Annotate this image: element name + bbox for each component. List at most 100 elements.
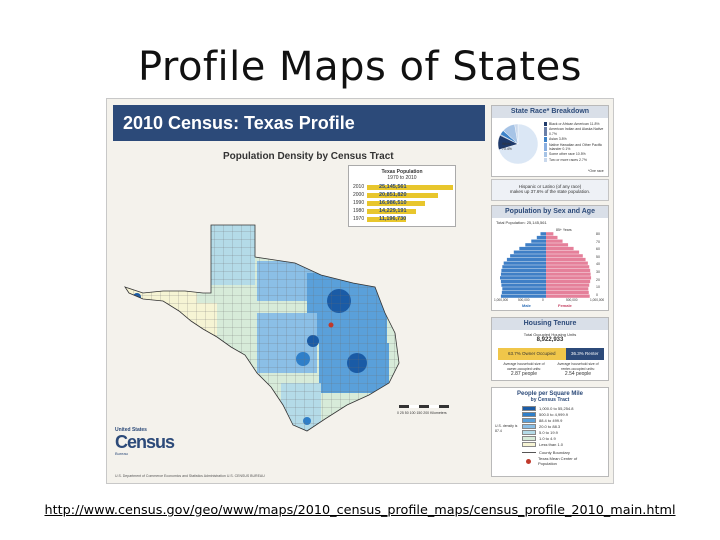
race-pie-chart [497, 123, 539, 165]
race-breakdown-panel: State Race* Breakdown White 70.4% Black … [491, 105, 609, 177]
mean-center-label: Texas Mean Center of Population [538, 456, 578, 466]
hispanic-note: Hispanic or Latino (of any race) makes u… [491, 179, 609, 201]
female-bar [546, 290, 589, 295]
legend-classes: 1,000.0 to 55,254.8 500.0 to 4,999.9 88.4 … [492, 405, 608, 447]
male-bar [513, 250, 546, 254]
female-bar [546, 235, 558, 240]
housing-title: Housing Tenure [492, 318, 608, 330]
male-bar [501, 290, 546, 295]
female-bar [546, 272, 591, 276]
race-legend-item: Asian 3.8% [544, 137, 608, 142]
trend-rows: 2010 25,145,561 2000 20,851,820 1990 16,986,5… [349, 183, 455, 223]
legend-class-label: 1.0 to 4.9 [539, 435, 556, 441]
pyramid-axis: 1,000,000 500,000 0 500,000 1,000,000 [494, 298, 604, 303]
pyramid-axis-tick: 1,000,000 [494, 298, 509, 302]
race-legend-item: Native Hawaiian and Other Pacific Island… [544, 142, 608, 152]
legend-class-label: Less than 1.0 [539, 441, 564, 447]
age-tick: 70 [596, 239, 600, 244]
race-note: *One race [588, 169, 604, 173]
legend-class-label: 20.0 to 88.3 [539, 423, 561, 429]
female-bar [546, 265, 590, 269]
trend-year: 1980 [353, 208, 365, 214]
map-title: Population Density by Census Tract [223, 151, 394, 162]
county-boundary-key: County Boundary [522, 449, 608, 455]
male-bar [502, 287, 546, 291]
county-boundary-label: County Boundary [539, 449, 570, 455]
renter-occupied-bar: 36.3% Renter Occupied [565, 348, 604, 368]
source-url-link[interactable]: http://www.census.gov/geo/www/maps/2010_… [44, 503, 676, 518]
male-bar [500, 279, 546, 284]
logo-census: Census [115, 432, 175, 452]
male-bar [540, 232, 546, 236]
trend-subtitle: 1970 to 2010 [387, 175, 417, 181]
race-panel-title: State Race* Breakdown [492, 106, 608, 118]
race-legend-item: Black or African American 11.8% [544, 122, 608, 127]
trend-bar: 11,196,730 [367, 216, 406, 222]
pie-white-label: White 70.4% [502, 142, 512, 151]
age-tick: 30 [596, 270, 600, 274]
trend-row: 1980 14,229,191 [349, 207, 455, 215]
pyramid-axis-tick: 1,000,000 [590, 298, 605, 302]
female-label: Female [558, 303, 572, 308]
census-bureau-logo: United States Census Bureau [115, 427, 175, 471]
legend-class-label: 1,000.0 to 55,254.8 [539, 405, 574, 411]
legend-swatch [522, 411, 536, 417]
female-bar [546, 279, 591, 284]
legend-swatch [522, 441, 536, 447]
housing-tenure-panel: Housing Tenure Total Occupied Housing Un… [491, 317, 609, 381]
renter-size-label: Average household size of renter-occupie… [557, 362, 599, 371]
sex-age-total: Total Population: 25,145,561 [496, 220, 547, 225]
legend-swatch [522, 429, 536, 435]
race-legend-item: Two or more races 2.7% [544, 157, 608, 163]
trend-row: 2010 25,145,561 [349, 183, 455, 191]
mean-center-icon [526, 458, 531, 464]
trend-row: 2000 20,851,820 [349, 191, 455, 199]
trend-value: 16,986,510 [379, 199, 407, 206]
hispanic-line-2: makes up 37.6% of the state population. [509, 189, 591, 194]
logo-bureau: Bureau [115, 451, 128, 456]
poster-footer: U.S. Department of Commerce Economics an… [115, 474, 265, 478]
logo-united-states: United States [115, 427, 147, 433]
population-pyramid [500, 232, 592, 298]
pyramid-axis-tick: 0 [542, 298, 544, 302]
male-bar [502, 265, 546, 269]
trend-value: 25,145,561 [379, 183, 407, 190]
legend-class: 1.0 to 4.9 [522, 435, 608, 441]
legend-subtitle: by Census Tract [530, 397, 570, 403]
female-bar [546, 287, 589, 291]
scale-label: 0 25 50 100 150 200 Kilometers [397, 411, 447, 415]
texas-profile-poster: 2010 Census: Texas Profile Population De… [106, 98, 614, 484]
age-ticks: 80 70 60 50 40 30 20 10 0 [596, 232, 608, 298]
female-bar [546, 232, 554, 236]
male-label: Male [522, 303, 531, 308]
trend-row: 1970 11,196,730 [349, 215, 455, 223]
pyramid-axis-tick: 500,000 [566, 298, 578, 302]
slide-title: Profile Maps of States [137, 44, 583, 90]
male-bar [500, 294, 546, 298]
age-tick: 10 [596, 285, 600, 290]
male-bar [506, 257, 546, 262]
legend-class: 1,000.0 to 55,254.8 [522, 405, 608, 411]
trend-year: 2000 [353, 192, 365, 198]
density-legend-panel: People per Square Mile by Census Tract U… [491, 387, 609, 477]
trend-value: 20,851,820 [379, 191, 407, 198]
race-legend: Black or African American 11.8% American … [544, 122, 608, 163]
legend-class: Less than 1.0 [522, 441, 608, 447]
female-bar [546, 294, 590, 298]
legend-title: People per Square Mile [516, 391, 584, 397]
pyramid-axis-tick: 500,000 [518, 298, 530, 302]
county-line-swatch [522, 451, 536, 453]
sex-age-panel: Population by Sex and Age Total Populati… [491, 205, 609, 311]
trend-bar: 25,145,561 [367, 183, 453, 190]
trend-year: 1990 [353, 200, 365, 206]
age-tick: 60 [596, 247, 600, 252]
male-bar [500, 272, 546, 276]
trend-bar: 16,986,510 [367, 199, 426, 206]
trend-title: Texas Population [381, 169, 423, 175]
trend-value: 14,229,191 [379, 207, 407, 214]
legend-swatch [522, 435, 536, 441]
female-bar [546, 254, 583, 258]
male-bar [501, 268, 546, 273]
legend-class-label: 500.0 to 4,999.9 [539, 411, 568, 417]
female-bar [546, 257, 586, 262]
